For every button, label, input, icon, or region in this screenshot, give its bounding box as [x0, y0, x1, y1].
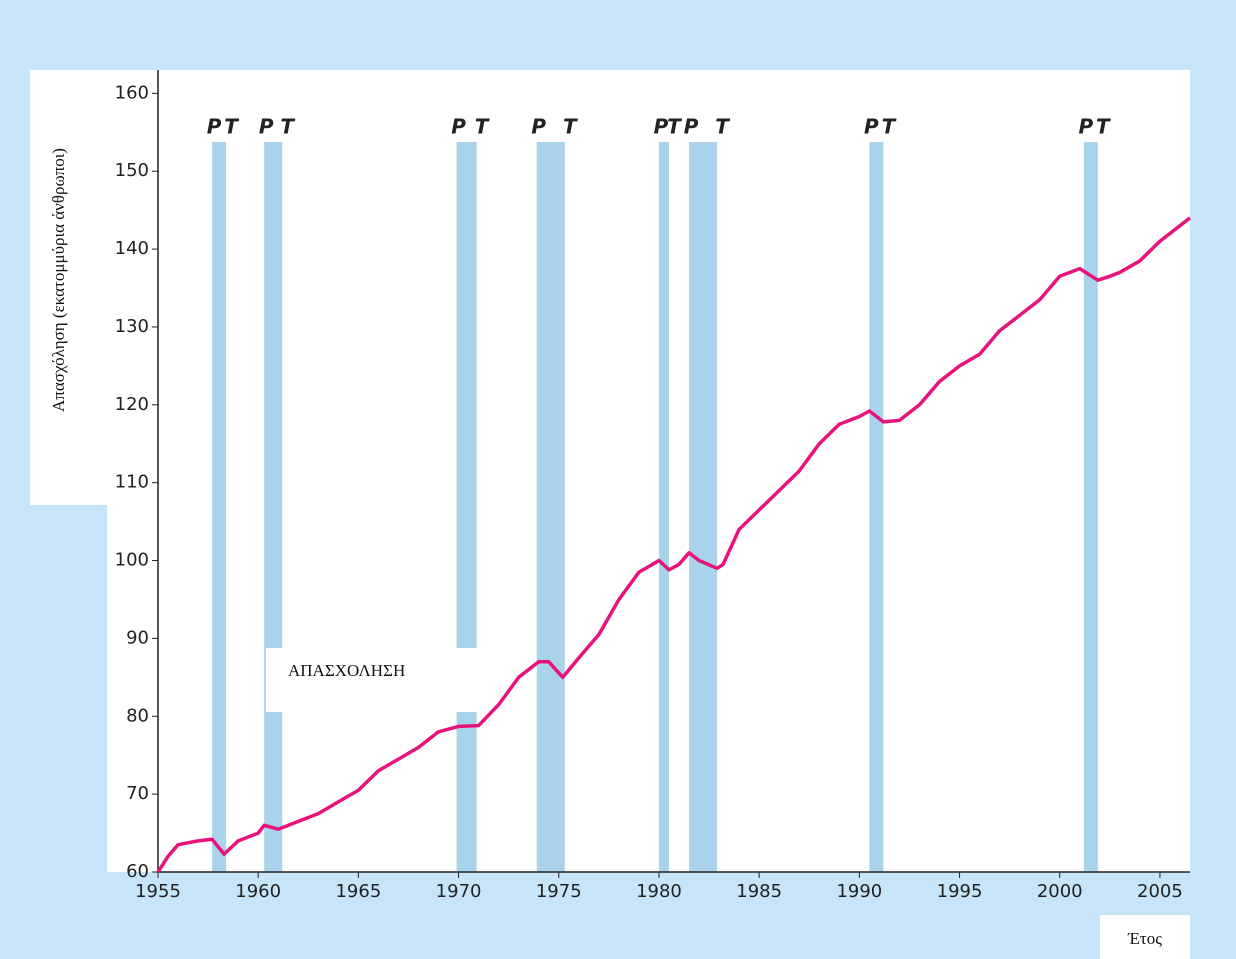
x-tick-label: 1985 — [736, 881, 782, 902]
trough-label: T — [563, 115, 578, 139]
peak-label: P — [259, 115, 274, 139]
recession-band — [264, 142, 283, 872]
peak-label: P — [531, 115, 546, 139]
x-tick-label: 1965 — [335, 881, 381, 902]
y-tick-label: 130 — [115, 316, 149, 337]
x-title-box — [1100, 915, 1190, 959]
recession-band — [869, 142, 884, 872]
y-tick-label: 120 — [115, 394, 149, 415]
trough-label: T — [1096, 115, 1111, 139]
recession-band — [456, 142, 477, 872]
x-tick-label: 1980 — [636, 881, 682, 902]
y-tick-label: 100 — [115, 550, 149, 571]
trough-label: T — [882, 115, 897, 139]
y-tick-label: 80 — [126, 705, 149, 726]
y-tick-label: 150 — [115, 160, 149, 181]
plot-area — [107, 70, 1190, 872]
x-tick-label: 2005 — [1137, 881, 1183, 902]
y-tick-label: 140 — [115, 238, 149, 259]
recession-band — [212, 142, 227, 872]
recession-band — [689, 142, 718, 872]
peak-label: P — [654, 115, 669, 139]
y-tick-label: 160 — [115, 82, 149, 103]
y-tick-label: 70 — [126, 783, 149, 804]
x-tick-label: 1960 — [235, 881, 281, 902]
peak-label: P — [864, 115, 879, 139]
y-title-box — [30, 70, 107, 505]
x-tick-label: 1955 — [135, 881, 181, 902]
x-tick-label: 1995 — [937, 881, 983, 902]
y-axis-title: Απασχόληση (εκατομμύρια άνθρωποι) — [49, 148, 68, 412]
y-tick-label: 110 — [115, 472, 149, 493]
x-axis-title: Έτος — [1127, 929, 1162, 948]
recession-band — [658, 142, 669, 872]
line-series — [156, 216, 1192, 873]
y-tick-label: 90 — [126, 627, 149, 648]
trough-label: T — [667, 115, 682, 139]
trough-label: T — [475, 115, 490, 139]
peak-label: P — [207, 115, 222, 139]
legend-box — [266, 648, 492, 712]
trough-label: T — [280, 115, 295, 139]
trough-label: T — [715, 115, 730, 139]
recession-band — [536, 142, 565, 872]
peak-label: P — [1078, 115, 1093, 139]
x-tick-label: 2000 — [1037, 881, 1083, 902]
series-label: ΑΠΑΣΧΟΛΗΣΗ — [288, 661, 405, 680]
y-tick-label: 60 — [126, 861, 149, 882]
x-tick-label: 1975 — [536, 881, 582, 902]
trough-label: T — [224, 115, 239, 139]
x-tick-label: 1990 — [836, 881, 882, 902]
recession-band — [1083, 142, 1098, 872]
x-tick-label: 1970 — [436, 881, 482, 902]
peak-label: P — [451, 115, 466, 139]
peak-label: P — [684, 115, 699, 139]
